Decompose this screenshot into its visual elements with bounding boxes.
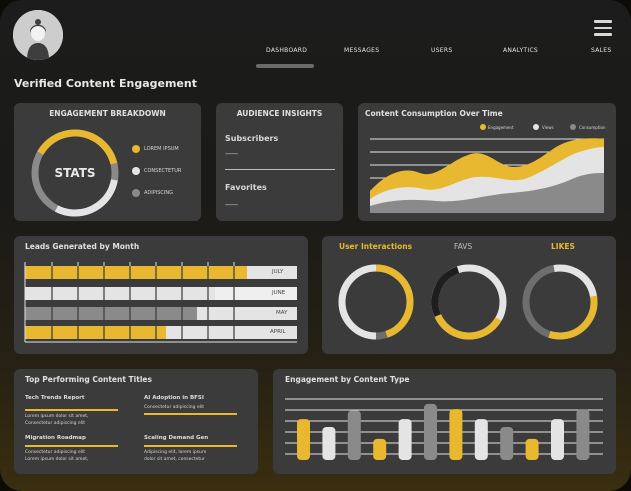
content-type-bar <box>576 409 590 460</box>
divider <box>25 409 118 411</box>
content-title-item[interactable]: Scaling Demand Gen <box>144 435 209 441</box>
engagement-type-bar-chart <box>285 398 603 460</box>
legend-label: Consumption <box>579 125 606 130</box>
content-type-bar <box>424 403 437 460</box>
favorites-label: Favorites <box>225 183 267 192</box>
engagement-breakdown-title: ENGAGEMENT BREAKDOWN <box>49 109 166 118</box>
content-sub: Consectetur adipiscing elit <box>144 405 204 410</box>
top-titles-title: Top Performing Content Titles <box>25 375 152 384</box>
content-type-bar <box>525 438 539 460</box>
user-avatar-icon <box>13 10 63 60</box>
subscribers-value: -------- <box>225 150 238 158</box>
engagement-by-type-title: Engagement by Content Type <box>285 375 410 384</box>
interactions-donuts <box>338 264 598 340</box>
content-sub: Consectetur adipiscing elit <box>25 421 85 426</box>
legend-label: ADIPISCING <box>144 190 173 196</box>
legend-label: Views <box>542 125 554 130</box>
bar-label: MAY <box>276 310 288 316</box>
bar-label: JUNE <box>272 290 286 296</box>
content-type-bar <box>347 410 361 460</box>
nav-active-indicator <box>256 64 314 68</box>
favs-title: FAVS <box>454 242 473 251</box>
content-sub: dolor sit amet, consectetur <box>144 457 205 462</box>
content-type-bar <box>449 409 463 460</box>
user-interactions-card: User Interactions FAVS LIKES <box>322 236 616 354</box>
divider <box>144 445 237 447</box>
user-interactions-title: User Interactions <box>339 242 413 251</box>
top-titles-card: Top Performing Content Titles Tech Trend… <box>14 369 258 474</box>
content-sub: Lorem ipsum dolor sit amet, <box>25 414 89 419</box>
nav-users[interactable]: USERS <box>431 47 453 54</box>
engagement-breakdown-card: ENGAGEMENT BREAKDOWN STATS LOREM IPSUM C… <box>14 103 201 221</box>
divider <box>25 445 118 447</box>
content-title-item[interactable]: Tech Trends Report <box>25 395 85 401</box>
nav-analytics[interactable]: ANALYTICS <box>503 47 539 54</box>
content-type-bar <box>373 438 387 460</box>
content-sub: Lorem ipsum dolor sit amet, <box>25 457 89 462</box>
content-type-bar <box>297 419 310 460</box>
content-sub: Adipiscing elit, lorem ipsum <box>144 450 207 455</box>
legend-label: LOREM IPSUM <box>144 146 179 152</box>
subscribers-label: Subscribers <box>225 134 279 143</box>
content-type-bar <box>551 419 564 460</box>
content-type-bar <box>322 427 336 460</box>
page-title: Verified Content Engagement <box>14 77 197 90</box>
content-sub: Consectetur adipiscing elit <box>25 450 85 455</box>
legend-label: CONSECTETUR <box>144 168 182 174</box>
stats-center-label: STATS <box>54 166 96 180</box>
content-type-bar <box>500 427 514 460</box>
content-type-bar <box>398 419 412 460</box>
content-title-item[interactable]: Migration Roadmap <box>25 435 86 441</box>
nav-messages[interactable]: MESSAGES <box>344 47 380 54</box>
likes-title: LIKES <box>551 242 575 251</box>
consumption-area-chart <box>370 124 604 213</box>
divider <box>144 413 237 415</box>
favorites-value: -------- <box>225 201 238 209</box>
nav-dashboard[interactable]: DASHBOARD <box>266 47 308 54</box>
audience-insights-title: AUDIENCE INSIGHTS <box>236 109 323 118</box>
engagement-donut <box>31 129 140 217</box>
content-title-item[interactable]: AI Adoption in BFSI <box>144 395 204 401</box>
divider <box>225 169 335 170</box>
content-type-bar <box>474 419 488 460</box>
nav-sales[interactable]: SALES <box>591 47 612 54</box>
leads-bar-chart <box>24 262 297 343</box>
audience-insights-card: AUDIENCE INSIGHTS Subscribers -------- F… <box>216 103 343 221</box>
leads-by-month-card: Leads Generated by Month <box>14 236 308 354</box>
content-consumption-title: Content Consumption Over Time <box>365 109 503 118</box>
hamburger-menu-icon[interactable] <box>594 20 612 36</box>
content-consumption-card: Content Consumption Over Time Engagement… <box>358 103 616 221</box>
avatar[interactable] <box>13 10 63 60</box>
bar-label: JULY <box>272 269 284 275</box>
bar-label: APRIL <box>270 329 286 335</box>
legend-label: Engagement <box>488 125 514 130</box>
leads-by-month-title: Leads Generated by Month <box>25 242 140 251</box>
engagement-by-type-card: Engagement by Content Type <box>273 369 616 474</box>
